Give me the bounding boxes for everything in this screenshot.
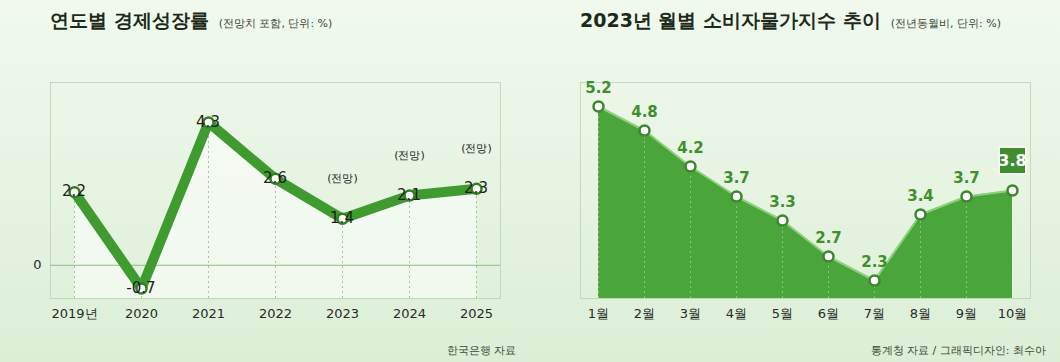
html-text:2023년 월별 소비자물가지수 추이: 2023년 월별 소비자물가지수 추이 (580, 9, 881, 31)
svg-text:4월: 4월 (726, 306, 747, 321)
svg-text:2022: 2022 (259, 306, 292, 321)
html-text:한국은행 자료: 한국은행 자료 (446, 344, 516, 357)
svg-text:-0.7: -0.7 (126, 279, 155, 297)
svg-text:0: 0 (33, 257, 41, 272)
svg-text:3.4: 3.4 (907, 187, 934, 205)
svg-text:2.2: 2.2 (62, 182, 86, 200)
svg-text:7월: 7월 (864, 306, 885, 321)
svg-text:3.8: 3.8 (998, 151, 1026, 170)
svg-text:4.8: 4.8 (631, 103, 658, 121)
html-text:통계청 자료 / 그래픽디자인: 최수아: 통계청 자료 / 그래픽디자인: 최수아 (870, 344, 1046, 357)
svg-text:(전망): (전망) (394, 149, 425, 162)
svg-text:3.3: 3.3 (769, 193, 796, 211)
svg-text:10월: 10월 (998, 306, 1028, 321)
svg-text:3.7: 3.7 (953, 169, 980, 187)
svg-text:2.6: 2.6 (263, 169, 287, 187)
svg-text:8월: 8월 (910, 306, 931, 321)
svg-text:3.7: 3.7 (723, 169, 750, 187)
html-text:연도별 경제성장률: 연도별 경제성장률 (50, 9, 209, 31)
svg-text:2월: 2월 (634, 306, 655, 321)
svg-text:9월: 9월 (956, 306, 977, 321)
svg-text:1.4: 1.4 (330, 209, 354, 227)
svg-text:2.1: 2.1 (397, 186, 421, 204)
html-text:(전망치 포함, 단위: %): (전망치 포함, 단위: %) (218, 17, 333, 30)
svg-text:3월: 3월 (680, 306, 701, 321)
svg-text:4.3: 4.3 (196, 113, 220, 131)
svg-text:1월: 1월 (588, 306, 609, 321)
svg-text:2021: 2021 (192, 306, 225, 321)
svg-text:2020: 2020 (125, 306, 158, 321)
svg-text:2019년: 2019년 (51, 306, 97, 321)
svg-text:5.2: 5.2 (585, 79, 612, 97)
svg-text:2.7: 2.7 (815, 229, 842, 247)
svg-text:2.3: 2.3 (464, 179, 488, 197)
svg-text:2.3: 2.3 (861, 253, 888, 271)
svg-text:2023: 2023 (326, 306, 359, 321)
svg-text:(전망): (전망) (327, 172, 358, 185)
svg-text:6월: 6월 (818, 306, 839, 321)
svg-text:5월: 5월 (772, 306, 793, 321)
svg-text:2024: 2024 (393, 306, 426, 321)
svg-text:2025: 2025 (460, 306, 493, 321)
svg-text:(전망): (전망) (461, 142, 492, 155)
html-text:(전년동월비, 단위: %): (전년동월비, 단위: %) (890, 17, 1001, 30)
svg-text:4.2: 4.2 (677, 139, 704, 157)
